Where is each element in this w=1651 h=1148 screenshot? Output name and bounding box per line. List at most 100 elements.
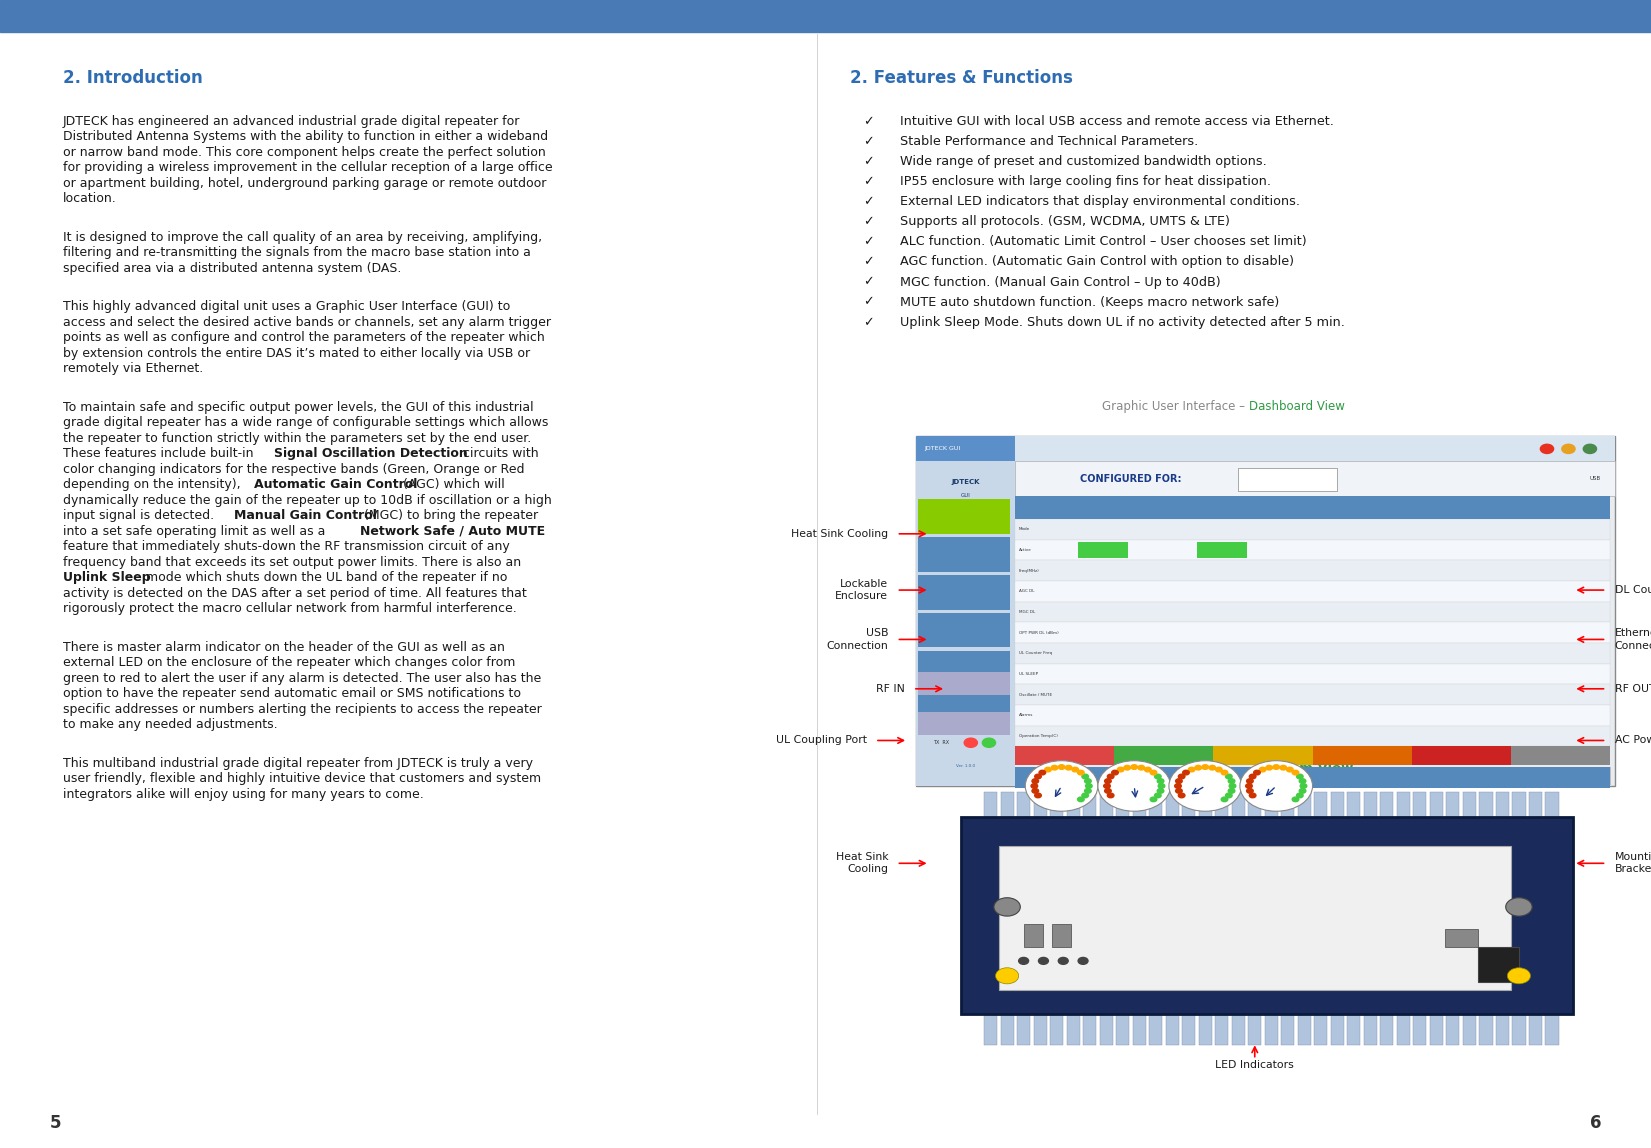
Circle shape (1225, 774, 1232, 778)
Text: 800: 800 (1156, 505, 1166, 510)
Bar (1017, 1008, 1030, 1045)
Bar (1199, 1008, 1212, 1045)
Circle shape (1222, 797, 1228, 801)
Text: IP55 enclosure with large cooling fins for heat dissipation.: IP55 enclosure with large cooling fins f… (900, 174, 1271, 188)
Text: Bottom View: Bottom View (1258, 762, 1354, 775)
Bar (1380, 1008, 1393, 1045)
Bar (1265, 1008, 1278, 1045)
Text: This highly advanced digital unit uses a Graphic User Interface (GUI) to: This highly advanced digital unit uses a… (63, 300, 510, 313)
Bar (1298, 1008, 1311, 1045)
Text: activity is detected on the DAS after a set period of time. All features that: activity is detected on the DAS after a … (63, 587, 527, 599)
Text: Heat Sink
Cooling: Heat Sink Cooling (835, 852, 888, 875)
Circle shape (1105, 784, 1109, 789)
Text: ✓: ✓ (863, 215, 873, 228)
Circle shape (1202, 765, 1209, 769)
Text: REGISTER: REGISTER (949, 666, 979, 670)
Text: rigorously protect the macro cellular network from harmful interference.: rigorously protect the macro cellular ne… (63, 602, 517, 615)
Circle shape (1052, 766, 1058, 770)
Text: circuits with: circuits with (459, 447, 538, 460)
Text: color changing indicators for the respective bands (Green, Orange or Red: color changing indicators for the respec… (63, 463, 525, 475)
Circle shape (1032, 778, 1038, 783)
Bar (1001, 792, 1014, 827)
Circle shape (1228, 789, 1235, 793)
Text: ⌕: ⌕ (1202, 751, 1209, 760)
Circle shape (1247, 778, 1253, 783)
Circle shape (1228, 784, 1235, 789)
Bar (1446, 792, 1459, 827)
Circle shape (1540, 444, 1554, 453)
Text: specific addresses or numbers alerting the recipients to access the repeater: specific addresses or numbers alerting t… (63, 703, 542, 715)
Text: (MGC) to bring the repeater: (MGC) to bring the repeater (360, 509, 538, 522)
Text: UL Counter Freq: UL Counter Freq (1019, 651, 1052, 656)
Text: TX  RX: TX RX (933, 740, 949, 745)
Bar (1116, 792, 1129, 827)
Text: G700-Custom2: G700-Custom2 (1043, 770, 1080, 775)
Text: 10: 10 (1058, 796, 1065, 801)
Circle shape (1081, 774, 1088, 778)
Bar (1347, 1008, 1360, 1045)
FancyBboxPatch shape (961, 817, 1573, 1014)
Circle shape (1157, 789, 1164, 793)
Text: points as well as configure and control the parameters of the repeater which: points as well as configure and control … (63, 331, 545, 344)
Bar (918, 672, 1010, 695)
Circle shape (1222, 770, 1228, 775)
Text: VIEW LOGS: VIEW LOGS (948, 704, 981, 708)
Text: ✓: ✓ (863, 316, 873, 328)
Text: Network Safe / Auto MUTE: Network Safe / Auto MUTE (360, 525, 545, 537)
Text: Ethernet
Connection: Ethernet Connection (1615, 628, 1651, 651)
Text: There is master alarm indicator on the header of the GUI as well as an: There is master alarm indicator on the h… (63, 641, 505, 653)
Bar (1347, 792, 1360, 827)
Circle shape (1038, 957, 1048, 964)
Text: grade digital repeater has a wide range of configurable settings which allows: grade digital repeater has a wide range … (63, 416, 548, 429)
Bar (916, 436, 1615, 461)
Circle shape (1108, 774, 1114, 778)
Text: Graphic User Interface –: Graphic User Interface – (1103, 401, 1248, 413)
FancyBboxPatch shape (916, 436, 1615, 786)
Circle shape (1209, 766, 1215, 770)
Text: 6: 6 (1590, 1114, 1601, 1132)
Bar (1015, 726, 1610, 746)
Circle shape (1215, 767, 1222, 771)
Circle shape (982, 738, 996, 747)
Bar (984, 1008, 997, 1045)
Text: or apartment building, hotel, underground parking garage or remote outdoor: or apartment building, hotel, undergroun… (63, 177, 546, 189)
Text: depending on the intensity),: depending on the intensity), (63, 478, 244, 491)
Text: MUTE auto shutdown function. (Keeps macro network safe): MUTE auto shutdown function. (Keeps macr… (900, 295, 1280, 309)
Circle shape (1105, 778, 1111, 783)
Bar (1034, 1008, 1047, 1045)
Text: Distributed Antenna Systems with the ability to function in either a wideband: Distributed Antenna Systems with the abi… (63, 130, 548, 144)
Text: ALC function. (Automatic Limit Control – User chooses set limit): ALC function. (Automatic Limit Control –… (900, 235, 1306, 248)
Bar (1445, 929, 1478, 947)
Bar (0, 0, 1651, 32)
Bar (1116, 1008, 1129, 1045)
Circle shape (1250, 793, 1256, 798)
Bar (1133, 1008, 1146, 1045)
Bar (1232, 1008, 1245, 1045)
Text: integrators alike will enjoy using for many years to come.: integrators alike will enjoy using for m… (63, 788, 424, 800)
Bar (1248, 1008, 1261, 1045)
Bar (1050, 1008, 1063, 1045)
Text: MGC function. (Manual Gain Control – Up to 40dB): MGC function. (Manual Gain Control – Up … (900, 276, 1220, 288)
Bar (1100, 1008, 1113, 1045)
Bar (1314, 792, 1327, 827)
Bar (918, 689, 1010, 723)
Text: 14: 14 (1131, 796, 1138, 801)
Text: Full Oscillation: Full Oscillation (1347, 753, 1377, 758)
Circle shape (1293, 770, 1299, 775)
Bar (1015, 602, 1610, 622)
Text: ADMIN: ADMIN (954, 681, 974, 685)
Bar (1078, 542, 1128, 558)
Text: 1900: 1900 (1213, 505, 1227, 510)
Text: Signal Oscillation Detection: Signal Oscillation Detection (274, 447, 467, 460)
Circle shape (1157, 784, 1164, 789)
Bar (1015, 436, 1615, 461)
Circle shape (1176, 784, 1180, 789)
Text: ✓: ✓ (863, 155, 873, 168)
Circle shape (1035, 793, 1042, 798)
Circle shape (1247, 789, 1253, 793)
Text: These features include built-in: These features include built-in (63, 447, 258, 460)
Text: ⌕: ⌕ (1131, 751, 1138, 760)
Bar (1067, 792, 1080, 827)
Circle shape (1506, 898, 1532, 916)
Bar (1512, 1008, 1526, 1045)
